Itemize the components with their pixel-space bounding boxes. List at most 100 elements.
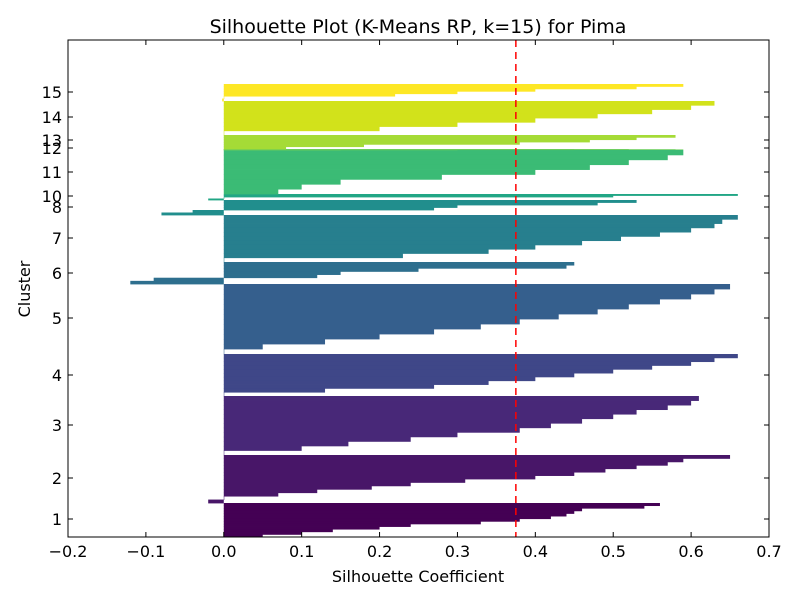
silhouette-bar-cluster-3 [223,427,520,433]
y-tick-label: 13 [42,131,62,150]
silhouette-bar-cluster-1 [223,529,333,533]
silhouette-bar-cluster-6 [153,277,224,282]
silhouette-bar-cluster-3 [223,423,551,429]
y-tick-label: 3 [52,416,62,435]
x-tick-label: 0.0 [211,542,236,561]
silhouette-bar-cluster-5 [223,324,481,330]
silhouette-bar-cluster-14 [223,122,458,127]
silhouette-bar-cluster-2 [223,468,606,473]
silhouette-bar-cluster-3 [223,450,225,456]
silhouette-bar-cluster-2 [223,489,318,494]
y-tick-label: 14 [42,108,62,127]
silhouette-bar-cluster-10 [223,195,614,198]
silhouette-bar-cluster-15 [223,88,536,92]
silhouette-bar-cluster-7 [223,227,692,233]
silhouette-bar-cluster-1 [223,510,575,514]
silhouette-bar-cluster-6 [223,268,419,272]
silhouette-bar-cluster-1 [223,505,645,509]
silhouette-bar-cluster-15 [223,86,637,90]
y-tick-label: 6 [52,264,62,283]
silhouette-bar-cluster-7 [223,253,403,259]
silhouette-bar-cluster-8 [223,205,458,208]
silhouette-bar-cluster-1 [223,516,551,520]
y-tick-label: 15 [42,83,62,102]
silhouette-bar-cluster-2 [223,485,372,490]
silhouette-bar-cluster-5 [223,349,225,355]
y-tick-label: 10 [42,187,62,206]
silhouette-bar-cluster-11 [223,179,341,185]
silhouette-bar-cluster-2 [223,455,731,459]
silhouette-bar-cluster-4 [223,376,536,382]
silhouette-bar-cluster-2 [223,472,575,476]
y-tick-label: 1 [52,510,62,529]
silhouette-bar-cluster-13 [223,146,287,150]
silhouette-bar-cluster-7 [223,257,225,263]
silhouette-bar-cluster-14 [223,126,380,132]
x-axis: −0.2 −0.1 0.0 0.1 0.2 0.3 0.4 0.5 0.6 0.7 [49,40,782,561]
silhouette-bar-cluster-11 [223,164,590,170]
silhouette-bar-cluster-15 [222,98,224,102]
silhouette-bar-cluster-7 [223,244,536,250]
x-axis-label: Silhouette Coefficient [332,567,504,586]
silhouette-bar-cluster-11 [223,154,668,161]
silhouette-bar-cluster-4 [223,373,575,378]
x-tick-label: 0.3 [445,542,470,561]
silhouette-bar-cluster-14 [223,113,598,119]
x-tick-label: 0.7 [756,542,781,561]
y-tick-label: 2 [52,469,62,488]
silhouette-bar-cluster-7 [223,240,583,246]
silhouette-bar-cluster-2 [223,475,536,480]
silhouette-bar-cluster-12 [223,149,341,151]
y-tick-label: 11 [42,163,62,182]
silhouette-bar-cluster-1 [223,503,660,507]
silhouette-bar-cluster-1 [223,534,263,538]
silhouette-bar-cluster-14 [223,130,225,136]
silhouette-bar-cluster-8 [223,207,435,211]
silhouette-bar-cluster-6 [223,271,341,275]
silhouette-bar-cluster-4 [223,369,614,374]
silhouette-bar-cluster-6 [223,262,575,266]
silhouette-bar-cluster-3 [223,400,692,406]
silhouette-bar-cluster-2 [223,496,225,500]
x-tick-label: −0.2 [49,542,88,561]
silhouette-bar-cluster-4 [223,354,738,359]
silhouette-bar-cluster-1 [223,513,567,517]
silhouette-bar-cluster-7 [223,236,622,242]
silhouette-bar-cluster-15 [223,93,396,97]
silhouette-bar-cluster-1 [223,523,411,527]
silhouette-bar-cluster-4 [223,380,489,385]
silhouette-bar-cluster-11 [223,159,629,166]
silhouette-bar-cluster-7 [223,215,738,220]
silhouette-bar-cluster-14 [223,101,715,106]
silhouette-bar-cluster-5 [223,294,692,300]
silhouette-bar-cluster-1 [223,531,302,535]
silhouette-bar-cluster-5 [223,344,263,350]
silhouette-bar-cluster-3 [223,445,302,451]
silhouette-bar-cluster-3 [223,436,411,442]
chart-title: Silhouette Plot (K-Means RP, k=15) for P… [210,16,627,38]
y-tick-label: 8 [52,198,62,217]
silhouette-bar-cluster-11 [223,169,536,175]
x-tick-label: 0.4 [523,542,548,561]
y-tick-label: 7 [52,229,62,248]
plot-frame [67,39,770,538]
silhouette-bar-cluster-7 [223,249,489,254]
silhouette-bar-cluster-2 [223,458,684,463]
silhouette-bar-cluster-14 [223,105,692,110]
silhouette-bar-cluster-2 [223,482,411,487]
silhouette-bar-cluster-11 [223,150,684,156]
silhouette-bar-cluster-1 [223,518,520,522]
silhouette-bar-cluster-5 [223,289,715,295]
silhouette-bar-cluster-15 [223,96,225,99]
silhouette-bar-cluster-15 [223,84,684,87]
silhouette-bar-cluster-4 [223,388,326,393]
silhouette-bar-cluster-5 [223,334,380,340]
y-tick-label: 12 [42,139,62,158]
silhouette-bar-cluster-2 [208,499,224,504]
x-tick-label: 0.6 [678,542,703,561]
silhouette-bar-cluster-7 [223,223,715,229]
silhouette-bar-cluster-13 [223,135,676,138]
silhouette-bar-cluster-3 [223,409,637,415]
